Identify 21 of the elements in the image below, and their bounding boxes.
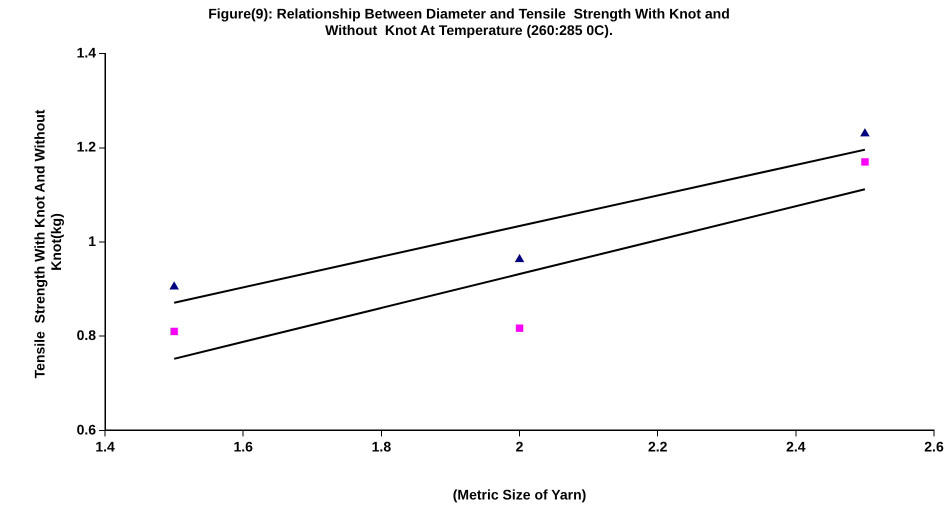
x-tick-label: 2	[516, 438, 524, 455]
point	[860, 128, 870, 136]
x-tick-label: 1.4	[95, 438, 116, 455]
point	[861, 158, 869, 166]
x-tick-label: 1.8	[372, 438, 392, 455]
x-tick-label: 2.2	[648, 438, 668, 455]
x-tick-label: 2.6	[924, 438, 944, 455]
x-tick-label: 1.6	[233, 438, 254, 455]
point	[516, 324, 524, 332]
y-tick-label: 1.4	[76, 44, 96, 60]
y-tick-label: 0.6	[76, 421, 96, 438]
point	[515, 254, 524, 262]
y-axis-title: Tensile Strength With Knot And Without Knot(kg)	[31, 106, 64, 378]
x-axis-title: (Metric Size of Yarn)	[452, 486, 586, 502]
x-tick-label: 2.4	[786, 438, 806, 455]
y-tick-label: 0.8	[76, 327, 96, 344]
y-tick-label: 1.2	[76, 138, 96, 155]
chart-title: Figure(9): Relationship Between Diameter and Tensile Strength With Knot and Without Knot At Temperature (260:285 0C).	[208, 5, 730, 38]
point	[170, 328, 178, 336]
y-tick-label: 1	[88, 232, 96, 249]
point	[170, 282, 179, 290]
